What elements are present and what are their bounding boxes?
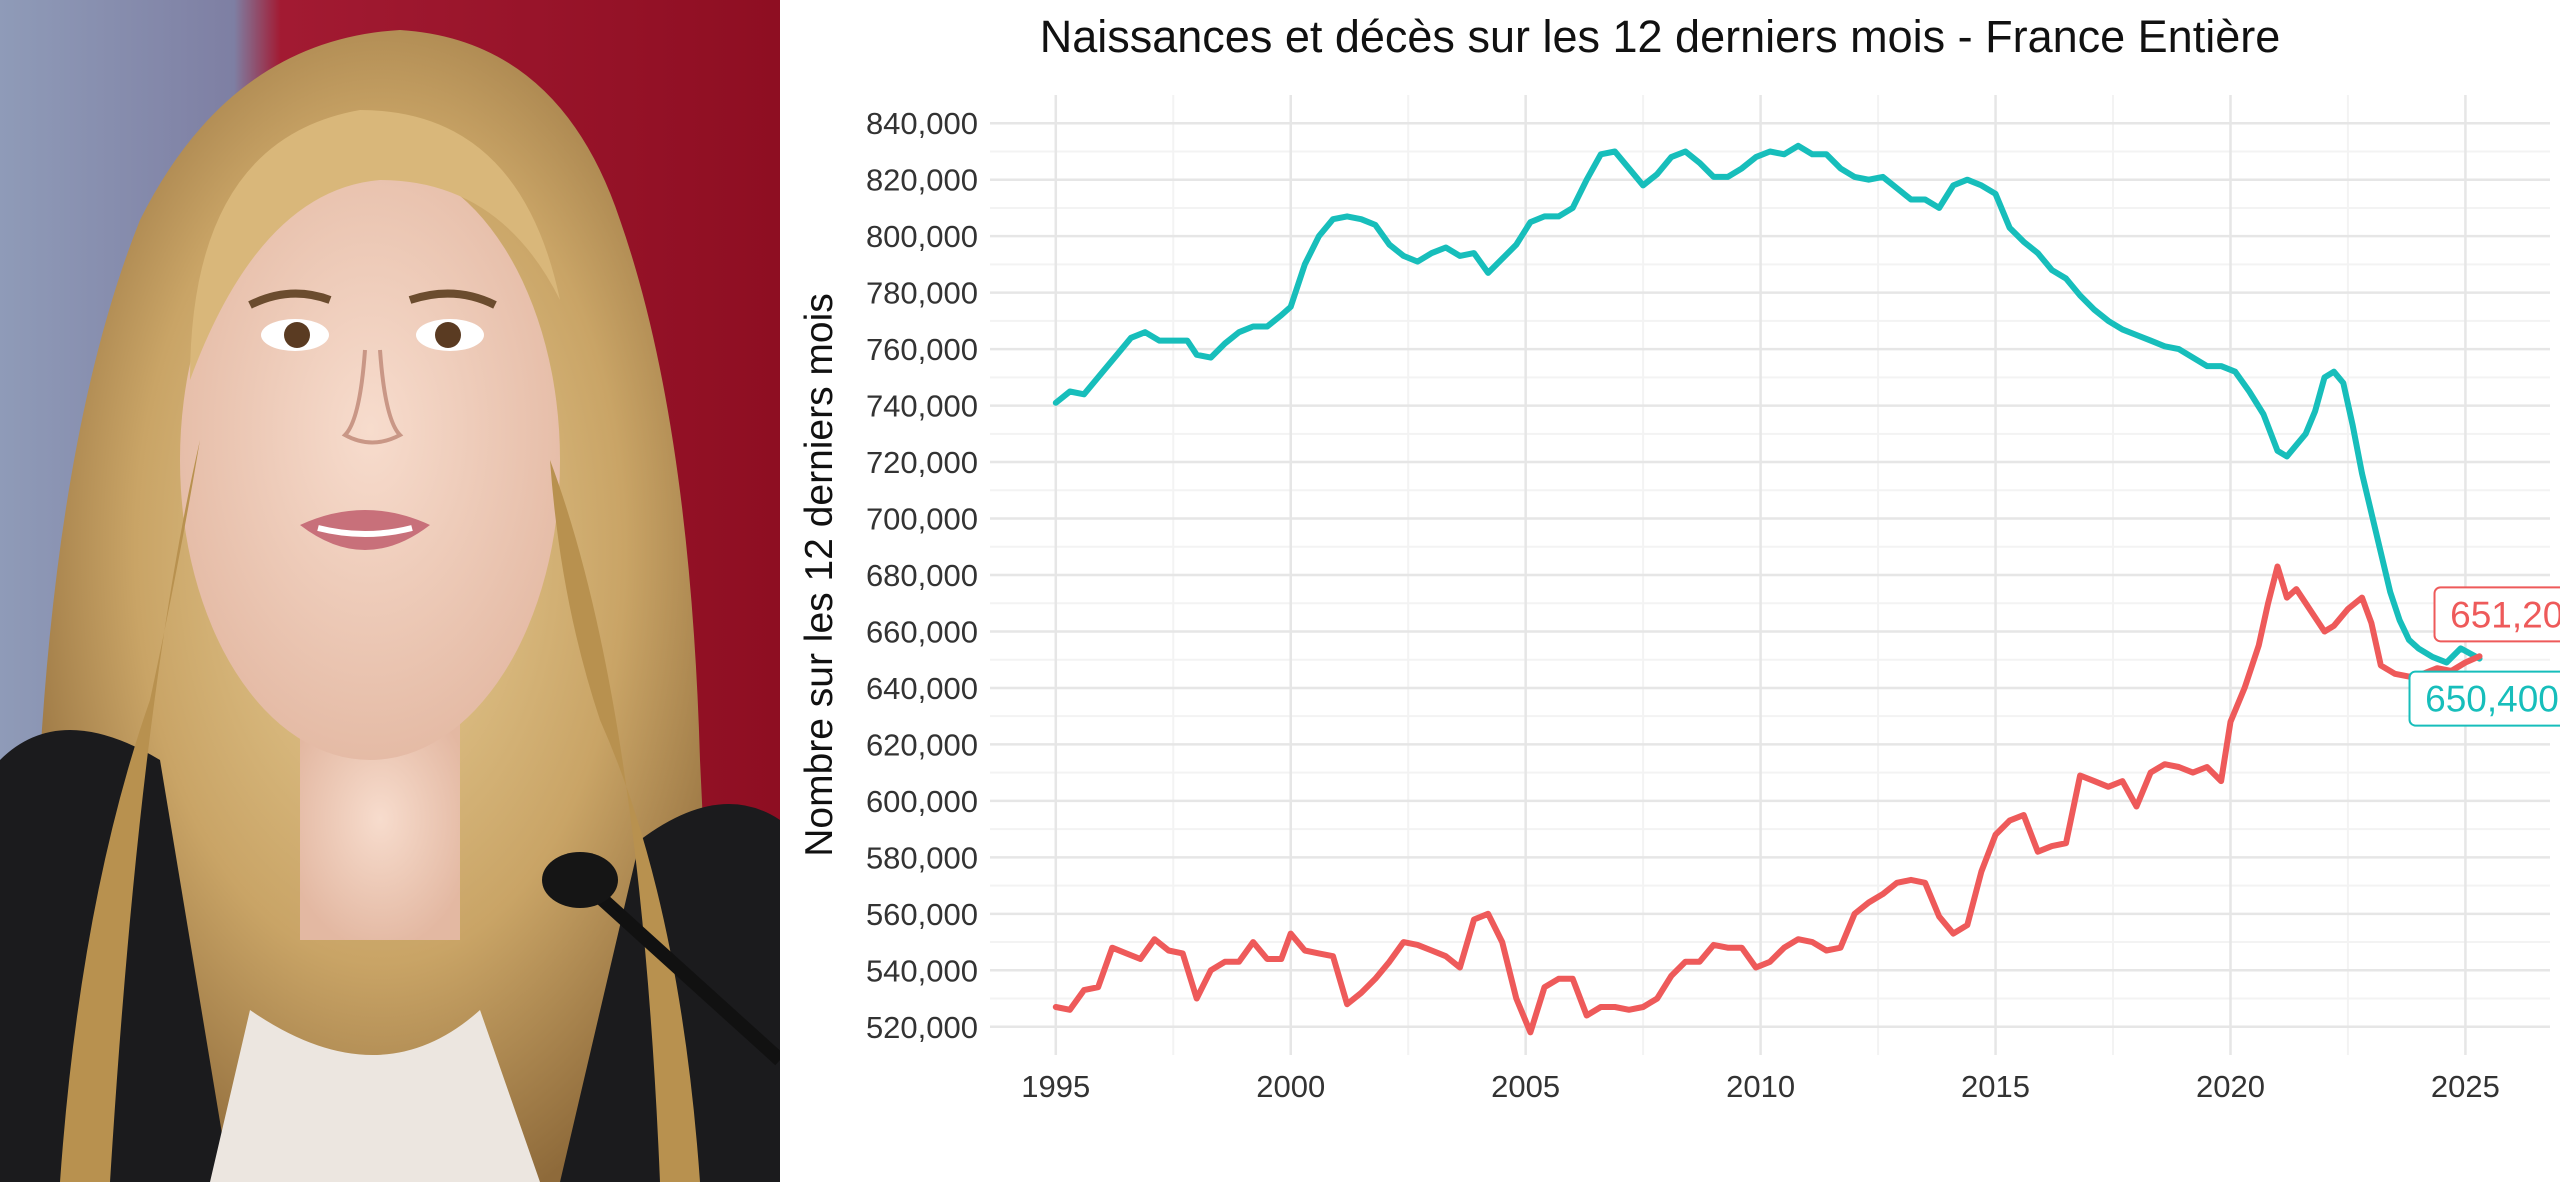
speaker-photo-illustration (0, 0, 780, 1182)
y-tick-label: 800,000 (866, 219, 978, 254)
speaker-photo (0, 0, 780, 1182)
x-tick-label: 2025 (2431, 1069, 2500, 1104)
y-tick-label: 740,000 (866, 389, 978, 424)
end-label-box (2408, 670, 2560, 727)
y-tick-label: 620,000 (866, 727, 978, 762)
end-label-0: 650,400 (2408, 670, 2560, 727)
y-tick-label: 640,000 (866, 671, 978, 706)
y-tick-label: 820,000 (866, 163, 978, 198)
y-tick-label: 780,000 (866, 276, 978, 311)
y-axis-label: Nombre sur les 12 derniers mois (798, 293, 841, 857)
grid-layer (990, 95, 2550, 1055)
x-axis-ticks: 1995 2000 2005 2010 2015 2020 2025 (1021, 1069, 2500, 1104)
chart-panel: 520,000 540,000 560,000 580,000 600,000 620,0… (780, 0, 2560, 1182)
end-label-text: 650,400 (2425, 679, 2559, 720)
chart-title: Naissances et décès sur les 12 derniers … (1040, 11, 2281, 62)
end-label-box (2433, 586, 2560, 643)
end-label-text: 651,200 (2450, 594, 2560, 635)
y-tick-label: 540,000 (866, 953, 978, 988)
y-tick-label: 720,000 (866, 445, 978, 480)
y-tick-label: 560,000 (866, 897, 978, 932)
y-tick-label: 600,000 (866, 784, 978, 819)
x-tick-label: 2020 (2196, 1069, 2265, 1104)
x-tick-label: 2000 (1256, 1069, 1325, 1104)
end-label-1: 651,200 (2433, 586, 2560, 643)
y-axis-ticks: 520,000 540,000 560,000 580,000 600,000 620,0… (866, 106, 978, 1045)
series-line-1 (1052, 563, 2483, 1036)
y-tick-label: 580,000 (866, 840, 978, 875)
x-tick-label: 2005 (1491, 1069, 1560, 1104)
x-tick-label: 2015 (1961, 1069, 2030, 1104)
x-tick-label: 2010 (1726, 1069, 1795, 1104)
series-layer (1052, 142, 2483, 1036)
y-tick-label: 700,000 (866, 502, 978, 537)
y-tick-label: 660,000 (866, 614, 978, 649)
birth-death-line-chart: 520,000 540,000 560,000 580,000 600,000 620,0… (798, 11, 2560, 1104)
end-labels: 650,400 651,200 (2408, 586, 2560, 727)
y-tick-label: 520,000 (866, 1010, 978, 1045)
series-line-0 (1052, 142, 2483, 666)
x-tick-label: 1995 (1021, 1069, 1090, 1104)
y-tick-label: 840,000 (866, 106, 978, 141)
y-tick-label: 760,000 (866, 332, 978, 367)
y-tick-label: 680,000 (866, 558, 978, 593)
